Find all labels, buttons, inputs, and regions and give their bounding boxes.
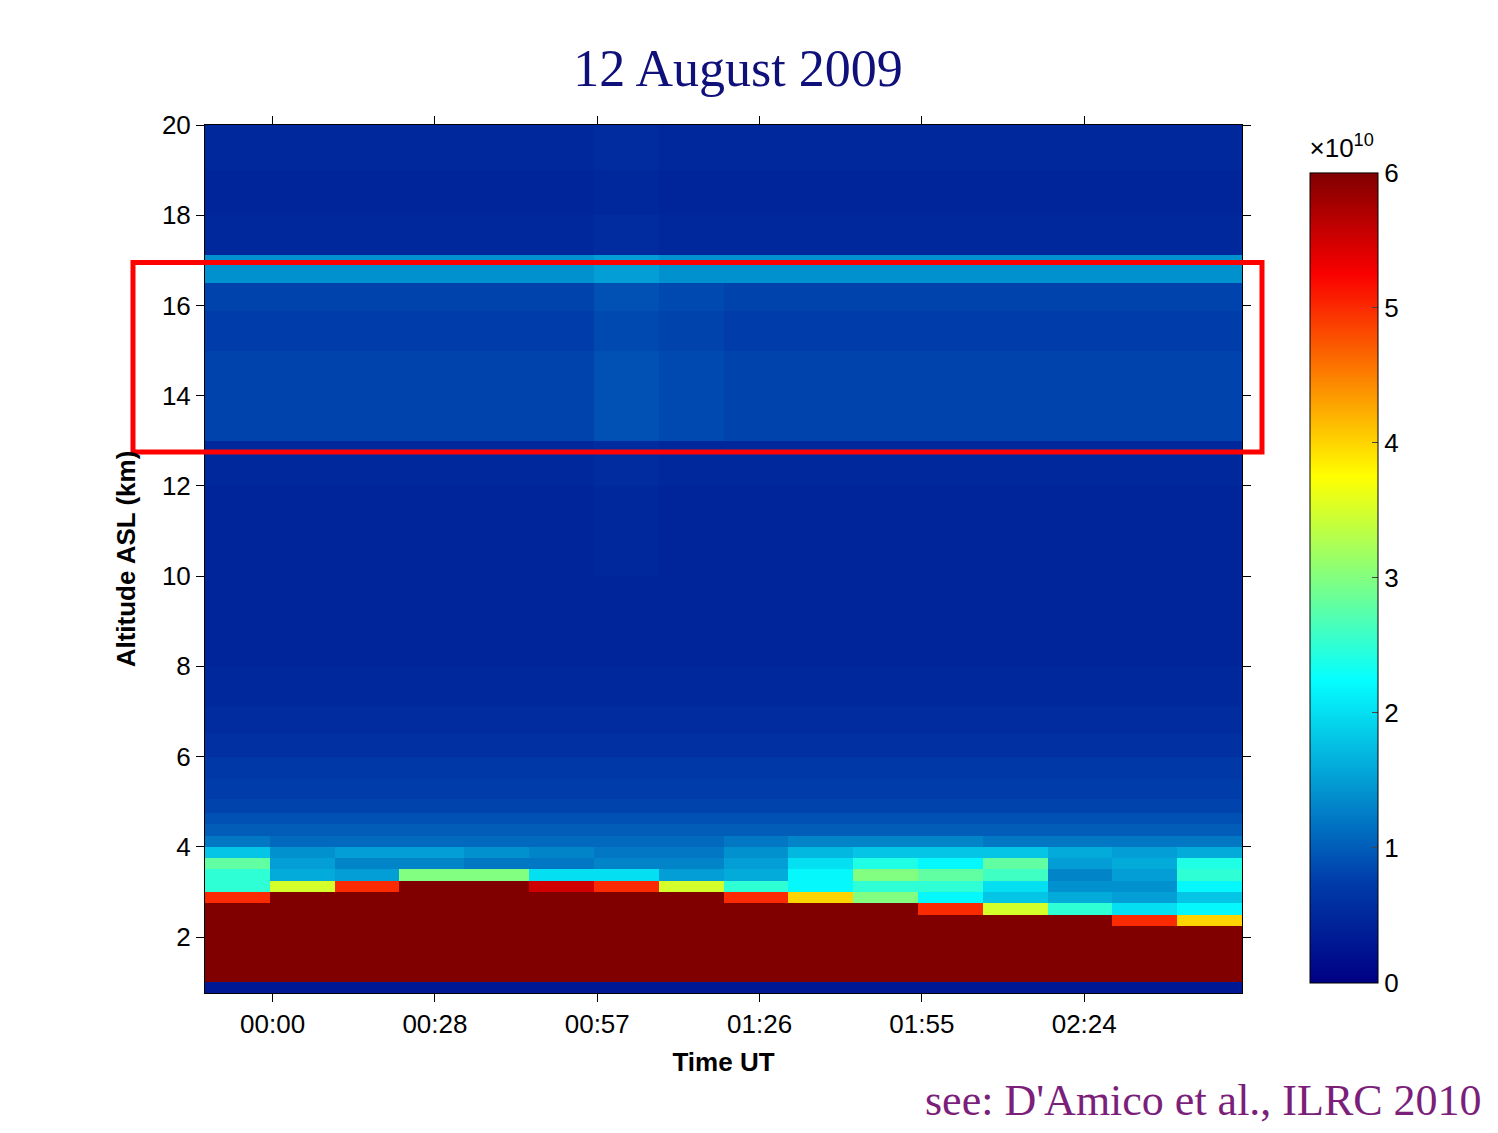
svg-text:6: 6 (1384, 158, 1398, 188)
svg-text:12: 12 (162, 471, 191, 501)
svg-text:16: 16 (162, 291, 191, 321)
svg-text:02:24: 02:24 (1052, 1009, 1117, 1039)
svg-text:6: 6 (176, 742, 190, 772)
svg-text:00:28: 00:28 (402, 1009, 467, 1039)
svg-text:4: 4 (1384, 428, 1398, 458)
svg-text:00:00: 00:00 (240, 1009, 305, 1039)
svg-text:2: 2 (176, 922, 190, 952)
svg-text:0: 0 (1384, 968, 1398, 998)
svg-text:1: 1 (1384, 833, 1398, 863)
svg-text:3: 3 (1384, 563, 1398, 593)
svg-text:8: 8 (176, 651, 190, 681)
svg-text:×10​10​: ×10​10​ (1310, 130, 1374, 163)
svg-text:18: 18 (162, 200, 191, 230)
svg-text:4: 4 (176, 832, 190, 862)
svg-text:01:26: 01:26 (727, 1009, 792, 1039)
svg-text:Altitude ASL (km): Altitude ASL (km) (111, 451, 141, 668)
svg-text:00:57: 00:57 (565, 1009, 630, 1039)
svg-text:2: 2 (1384, 698, 1398, 728)
svg-text:14: 14 (162, 381, 191, 411)
svg-text:12 August 2009: 12 August 2009 (573, 40, 902, 97)
svg-text:5: 5 (1384, 293, 1398, 323)
svg-text:10: 10 (162, 561, 191, 591)
svg-text:01:55: 01:55 (889, 1009, 954, 1039)
svg-text:Time UT: Time UT (672, 1047, 774, 1077)
svg-text:see: D'Amico et al., ILRC 2010: see: D'Amico et al., ILRC 2010 (925, 1076, 1482, 1125)
svg-text:20: 20 (162, 110, 191, 140)
